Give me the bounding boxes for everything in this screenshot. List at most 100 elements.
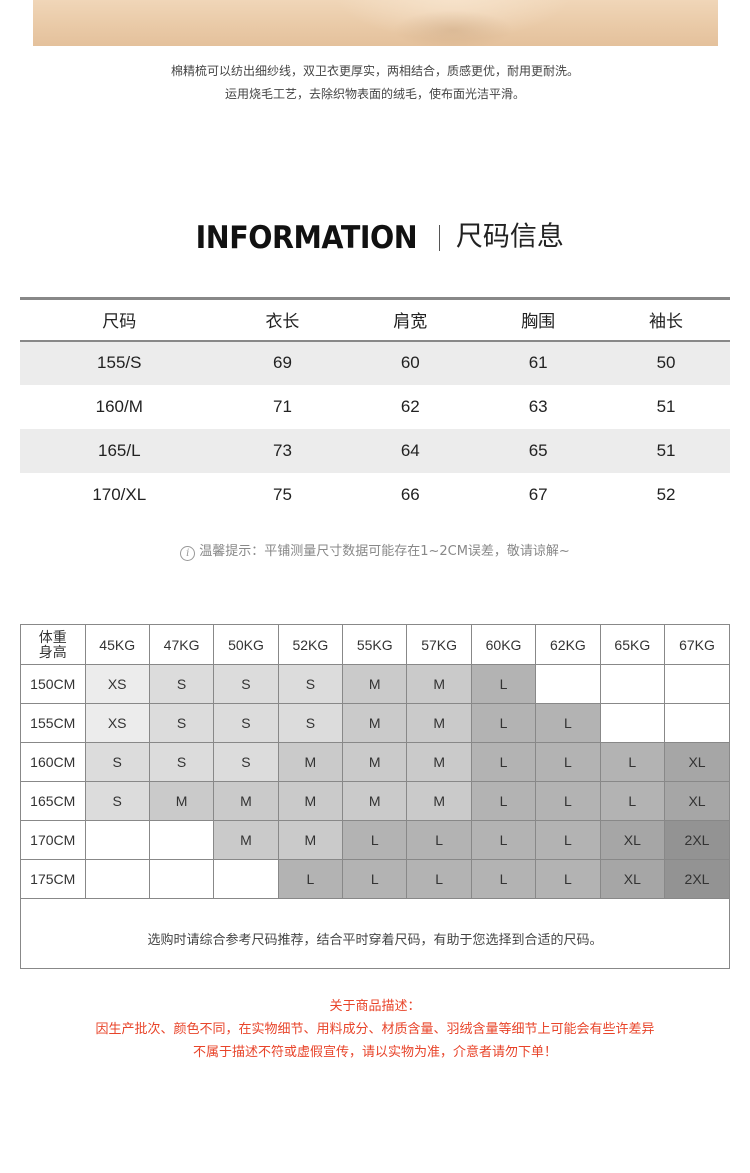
size-cell: M [277,820,344,860]
size-cell [148,820,215,860]
size-cell [84,859,150,899]
size-cell: L [470,859,537,899]
weight-header-cell: 60KG [470,625,537,665]
size-cell: 2XL [664,820,729,860]
size-cell [535,664,601,704]
table-cell: 60 [400,353,420,372]
table-cell: 69 [272,353,292,372]
size-cell: L [599,781,666,821]
recommendation-table: 体重 身高 45KG 47KG 50KG 52KG 55KG 57KG 60KG 62KG 65… [21,625,729,899]
header-sleeve: 袖长 [602,297,730,342]
size-cell: L [470,703,537,743]
height-label: 150CM [21,664,86,704]
height-label: 155CM [21,703,86,743]
grid-note: 选购时请综合参考尺码推荐，结合平时穿着尺码，有助于您选择到合适的尺码。 [147,933,603,948]
table-row: 170/XL 75 66 67 52 [20,473,730,517]
table-cell: 165/L [97,440,141,460]
size-cell: XS [84,703,150,743]
corner-height-label: 身高 [38,643,67,660]
table-cell: 73 [272,440,292,460]
weight-header-cell: 45KG [84,625,150,665]
size-cell: L [342,859,408,899]
table-cell: 62 [400,396,420,416]
grid-corner: 体重 身高 [21,625,86,665]
table-cell: 51 [656,440,676,460]
size-cell: XL [599,859,666,899]
size-cell: L [535,859,601,899]
size-cell: S [148,703,215,743]
size-cell: S [213,664,279,704]
info-heading-en: INFORMATION [195,219,418,256]
weight-header-cell: 55KG [342,625,408,665]
height-label: 175CM [21,859,86,899]
size-cell: S [213,742,279,782]
size-cell: L [342,820,408,860]
size-cell: S [84,781,150,821]
size-cell: M [342,664,408,704]
table-row: 155/S 69 60 61 50 [20,340,730,385]
size-cell [213,859,279,899]
size-cell: M [213,781,279,821]
height-row: 150CM XS S S S M M L [21,664,729,704]
height-label: 160CM [21,742,86,782]
size-cell: M [342,703,408,743]
size-cell: L [535,703,601,743]
table-row: 160/M 71 62 63 51 [20,385,730,429]
size-recommendation-grid: 体重 身高 45KG 47KG 50KG 52KG 55KG 57KG 60KG 62KG 65… [20,624,730,969]
table-cell: 71 [272,396,292,416]
size-cell: L [535,742,601,782]
weight-header-cell: 50KG [213,625,279,665]
table-cell: 51 [656,396,676,416]
height-row: 155CM XS S S S M M L L [21,703,729,743]
size-cell: M [342,781,408,821]
height-row: 165CM S M M M M M L L L XL [21,781,729,821]
info-heading: INFORMATION 尺码信息 [0,214,750,260]
table-cell: 61 [528,353,548,372]
table-cell: 63 [528,396,548,416]
size-cell: 2XL [664,859,729,899]
size-cell: XL [664,781,729,821]
size-cell: L [535,820,601,860]
size-cell: M [213,820,279,860]
size-cell: S [277,664,344,704]
description-line-1: 棉精梳可以纺出细纱线，双卫衣更厚实，两相结合，质感更优，耐用更耐洗。 [170,64,579,78]
table-cell: 67 [528,484,548,504]
height-row: 170CM M M L L L L XL 2XL [21,820,729,860]
table-cell: 155/S [97,353,142,372]
table-cell: 65 [528,440,548,460]
table-cell: 50 [656,353,676,372]
header-chest: 胸围 [474,297,603,342]
fabric-shadow [393,10,513,46]
header-shoulder: 肩宽 [346,297,475,342]
measurement-tip: i 温馨提示：平铺测量尺寸数据可能存在1~2CM误差，敬请谅解~ [0,540,750,561]
product-fabric-photo [33,0,718,46]
size-cell: L [599,742,666,782]
weight-header-cell: 57KG [406,625,472,665]
height-row: 160CM S S S M M M L L L XL [21,742,729,782]
table-cell: 64 [400,440,420,460]
size-cell [84,820,150,860]
size-cell: S [277,703,344,743]
size-cell: M [277,742,344,782]
size-cell [148,859,215,899]
heading-divider [438,224,440,251]
size-table-header: 尺码 衣长 肩宽 胸围 袖长 [20,297,730,342]
weight-header-cell: 62KG [535,625,601,665]
weight-header-cell: 67KG [664,625,729,665]
header-length: 衣长 [218,297,347,342]
size-cell: M [406,703,472,743]
height-row: 175CM L L L L L XL 2XL [21,859,729,899]
size-cell [599,664,666,704]
corner-weight-label: 体重 [38,628,67,645]
table-row: 165/L 73 64 65 51 [20,428,730,473]
size-cell: S [213,703,279,743]
size-cell: M [277,781,344,821]
size-cell: S [148,742,215,782]
size-cell: XL [599,820,666,860]
size-cell: L [406,859,472,899]
height-label: 165CM [21,781,86,821]
size-cell: L [470,820,537,860]
size-cell: XS [84,664,150,704]
size-cell: M [406,781,472,821]
header-size: 尺码 [20,297,219,342]
